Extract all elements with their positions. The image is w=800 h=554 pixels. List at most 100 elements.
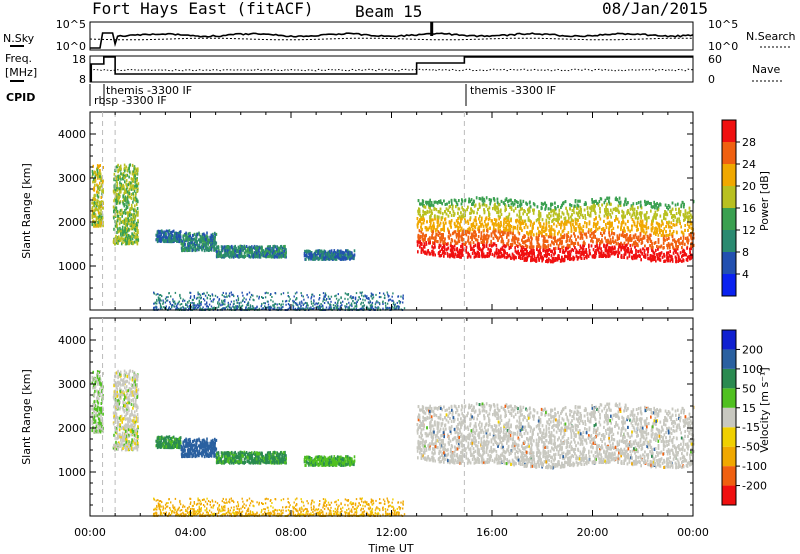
power-mark xyxy=(162,235,164,239)
power-mark xyxy=(137,238,139,242)
power-mark xyxy=(177,231,179,235)
power-mark xyxy=(244,248,247,252)
power-mark xyxy=(120,220,123,224)
power-mark xyxy=(155,233,157,237)
power-mark xyxy=(178,234,181,238)
power-mark xyxy=(330,249,333,253)
power-mark xyxy=(132,179,135,183)
power-mark xyxy=(123,169,126,173)
power-mark xyxy=(306,250,309,254)
power-mark xyxy=(285,254,287,258)
power-mark xyxy=(169,234,171,238)
power-mark xyxy=(101,189,103,193)
power-mark xyxy=(136,207,139,210)
power-mark xyxy=(175,233,178,237)
power-mark xyxy=(91,172,94,176)
power-mark xyxy=(120,182,123,186)
power-mark xyxy=(124,231,127,235)
power-mark xyxy=(216,250,219,254)
power-mark xyxy=(134,177,137,181)
power-mark xyxy=(129,235,132,239)
power-mark xyxy=(211,235,213,238)
power-mark xyxy=(262,249,264,253)
power-mark xyxy=(116,184,118,188)
power-mark xyxy=(229,245,232,249)
power-mark xyxy=(101,216,104,220)
power-mark xyxy=(192,234,194,237)
power-mark xyxy=(115,221,118,224)
freq-tick-top: 18 xyxy=(72,53,86,66)
power-mark xyxy=(246,249,248,253)
power-mark xyxy=(120,177,122,181)
power-mark xyxy=(258,255,261,259)
power-mark xyxy=(648,202,651,205)
power-mark xyxy=(189,239,192,243)
power-mark xyxy=(92,180,94,184)
power-mark xyxy=(684,228,686,232)
power-mark xyxy=(100,176,102,180)
power-mark xyxy=(272,245,274,249)
power-mark xyxy=(272,255,275,259)
power-mark xyxy=(326,251,328,255)
power-mark xyxy=(116,219,119,223)
power-mark xyxy=(128,164,131,168)
power-mark xyxy=(121,231,124,235)
power-mark xyxy=(137,187,139,191)
nsearch-tick-bottom: 10^0 xyxy=(708,40,738,53)
power-mark xyxy=(327,253,330,257)
power-mark xyxy=(241,248,243,251)
power-mark xyxy=(93,194,96,198)
power-mark xyxy=(126,190,129,194)
power-mark xyxy=(334,257,337,261)
power-mark xyxy=(195,239,197,243)
power-mark xyxy=(317,256,319,260)
power-mark xyxy=(174,232,176,235)
power-mark xyxy=(123,219,126,223)
power-mark xyxy=(125,179,128,183)
power-mark xyxy=(134,216,136,220)
power-mark xyxy=(305,250,307,254)
power-mark xyxy=(220,254,223,258)
power-mark xyxy=(190,236,193,240)
power-mark xyxy=(98,218,100,221)
power-mark xyxy=(116,182,119,185)
power-mark xyxy=(223,245,226,249)
power-mark xyxy=(339,253,341,257)
power-mark xyxy=(185,233,187,237)
power-mark xyxy=(191,248,194,252)
power-mark xyxy=(174,235,176,239)
power-mark xyxy=(276,255,279,259)
power-mark xyxy=(204,233,206,237)
power-mark xyxy=(214,237,216,241)
power-mark xyxy=(120,230,122,234)
power-mark xyxy=(307,255,310,259)
power-mark xyxy=(96,224,98,228)
power-mark xyxy=(157,229,160,233)
power-mark xyxy=(331,252,333,256)
power-mark xyxy=(232,250,234,254)
power-mark xyxy=(353,249,356,253)
power-mark xyxy=(114,195,117,199)
power-mark xyxy=(417,250,419,254)
power-mark xyxy=(205,248,208,252)
power-mark xyxy=(443,229,445,233)
power-mark xyxy=(134,236,136,240)
power-mark xyxy=(272,248,274,252)
power-mark xyxy=(317,251,319,255)
power-mark xyxy=(203,239,205,243)
power-mark xyxy=(134,204,136,208)
power-mark xyxy=(117,163,119,167)
power-mark xyxy=(540,201,543,205)
power-mark xyxy=(557,205,559,209)
power-mark xyxy=(333,257,335,260)
power-mark xyxy=(187,244,190,248)
power-mark xyxy=(278,255,280,259)
power-mark xyxy=(100,208,102,212)
power-mark xyxy=(336,249,339,253)
power-mark xyxy=(190,240,193,244)
power-mark xyxy=(166,239,169,243)
power-mark xyxy=(96,187,99,191)
power-mark xyxy=(117,214,120,218)
power-mark xyxy=(193,241,196,245)
power-mark xyxy=(183,240,186,244)
